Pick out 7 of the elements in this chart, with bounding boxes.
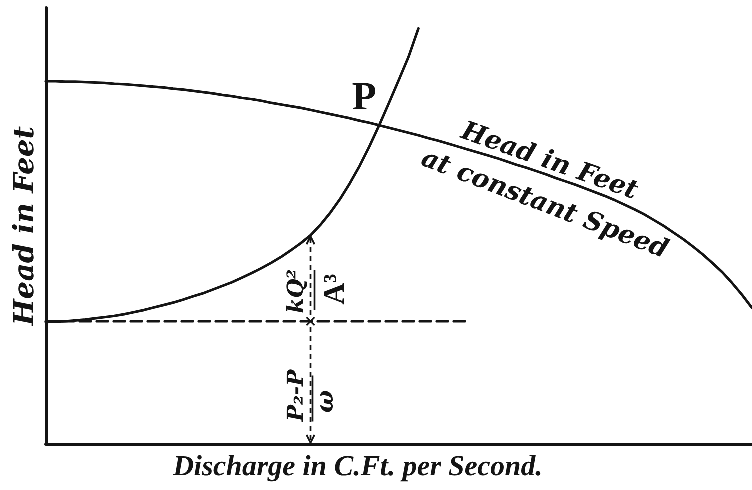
annotation: ω — [310, 390, 339, 414]
annotation: A³ — [318, 274, 351, 305]
annotation: P — [352, 74, 377, 119]
annotation: P₂-P — [282, 368, 309, 423]
y-axis-title: Head in Feet — [8, 126, 40, 327]
annotation: kQ² — [282, 269, 309, 314]
x-axis-title: Discharge in C.Ft. per Second. — [172, 450, 543, 482]
